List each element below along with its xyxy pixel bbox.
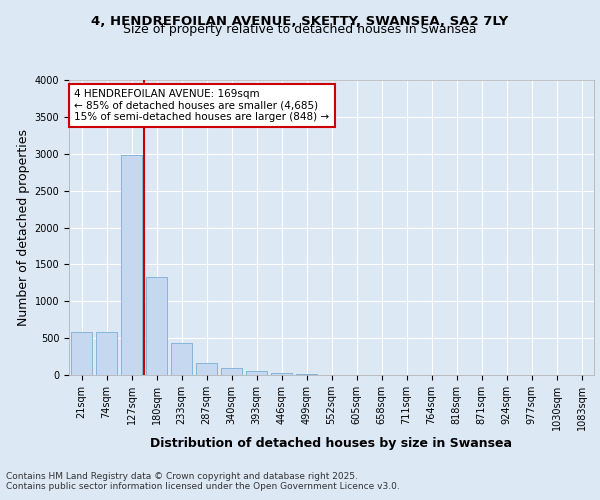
Y-axis label: Number of detached properties: Number of detached properties: [17, 129, 31, 326]
Text: 4 HENDREFOILAN AVENUE: 169sqm
← 85% of detached houses are smaller (4,685)
15% o: 4 HENDREFOILAN AVENUE: 169sqm ← 85% of d…: [74, 89, 329, 122]
Bar: [171, 344, 192, 375]
Bar: [71, 332, 92, 375]
Bar: [196, 363, 217, 375]
Bar: [221, 368, 242, 375]
X-axis label: Distribution of detached houses by size in Swansea: Distribution of detached houses by size …: [151, 437, 512, 450]
Bar: [146, 277, 167, 375]
Bar: [96, 332, 117, 375]
Text: Contains HM Land Registry data © Crown copyright and database right 2025.: Contains HM Land Registry data © Crown c…: [6, 472, 358, 481]
Bar: [246, 372, 267, 375]
Text: Size of property relative to detached houses in Swansea: Size of property relative to detached ho…: [123, 22, 477, 36]
Bar: [121, 155, 142, 375]
Text: 4, HENDREFOILAN AVENUE, SKETTY, SWANSEA, SA2 7LY: 4, HENDREFOILAN AVENUE, SKETTY, SWANSEA,…: [91, 15, 509, 28]
Bar: [296, 374, 317, 375]
Bar: [271, 373, 292, 375]
Text: Contains public sector information licensed under the Open Government Licence v3: Contains public sector information licen…: [6, 482, 400, 491]
